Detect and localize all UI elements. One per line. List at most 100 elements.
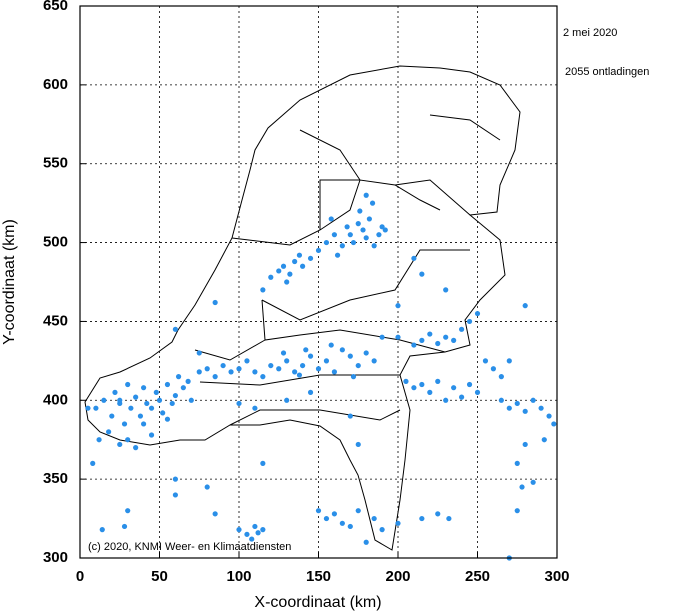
discharge-point (276, 366, 282, 372)
discharge-point (196, 350, 202, 356)
discharge-point (490, 366, 496, 372)
discharge-point (249, 536, 255, 542)
discharge-point (347, 353, 353, 359)
discharge-point (427, 331, 433, 337)
discharge-point (172, 326, 178, 332)
discharge-point (284, 358, 290, 364)
discharge-point (506, 358, 512, 364)
discharge-point (292, 258, 298, 265)
discharge-point (307, 389, 314, 395)
x-tick-label: 200 (385, 568, 410, 585)
discharge-point (292, 369, 298, 375)
discharge-point (347, 523, 353, 530)
y-tick-label: 400 (43, 391, 68, 408)
discharge-point (90, 460, 96, 466)
y-tick-label: 600 (43, 76, 68, 93)
discharge-point (357, 208, 363, 214)
discharge-point (551, 421, 557, 427)
discharge-point (212, 511, 218, 517)
discharge-point (133, 394, 139, 400)
discharge-point (379, 224, 385, 230)
discharge-point (220, 362, 226, 369)
discharge-point (522, 408, 528, 414)
discharge-point (141, 421, 147, 427)
discharge-point (363, 192, 369, 198)
points (85, 192, 557, 561)
discharge-point (260, 287, 266, 293)
discharge-point (363, 350, 369, 356)
discharge-point (180, 385, 186, 391)
discharge-point (260, 527, 266, 533)
discharge-point (244, 531, 250, 537)
discharge-point (339, 347, 345, 353)
discharge-point (121, 523, 128, 530)
discharge-point (303, 347, 309, 353)
discharge-point (395, 334, 401, 340)
x-tick-label: 250 (465, 568, 490, 585)
x-tick-label: 150 (306, 568, 331, 585)
discharge-point (323, 515, 330, 522)
discharge-point (172, 476, 178, 482)
discharge-point (315, 508, 322, 514)
discharge-point (85, 405, 91, 411)
discharge-point (280, 263, 287, 269)
discharge-point (530, 479, 536, 485)
y-tick-label: 450 (43, 312, 68, 329)
discharge-point (466, 318, 473, 325)
discharge-point (109, 413, 115, 419)
discharge-point (101, 397, 107, 403)
discharge-point (236, 527, 242, 533)
discharge-point (482, 358, 489, 364)
discharge-point (419, 337, 425, 343)
discharge-point (360, 227, 366, 233)
discharge-point (287, 271, 293, 277)
discharge-point (419, 271, 425, 277)
y-axis-label: Y-coordinaat (km) (1, 219, 18, 345)
discharge-point (196, 369, 202, 375)
discharge-point (371, 243, 377, 249)
discharge-point (315, 247, 322, 254)
discharge-point (328, 342, 334, 348)
y-tick-label: 550 (43, 155, 68, 172)
discharge-point (498, 374, 504, 380)
discharge-point (435, 378, 441, 384)
discharge-point (522, 441, 528, 448)
discharge-point (443, 334, 449, 340)
discharge-point (323, 239, 330, 246)
discharge-point (506, 405, 512, 411)
x-axis-label: X-coordinaat (km) (254, 594, 381, 611)
discharge-point (244, 358, 250, 364)
discharge-point (347, 413, 353, 419)
discharge-point (228, 369, 234, 375)
discharge-point (268, 274, 274, 280)
discharge-point (371, 358, 377, 364)
country-outline (84, 65, 521, 551)
x-tick-label: 0 (76, 568, 84, 585)
discharge-point (133, 445, 139, 451)
discharge-point (514, 460, 520, 466)
discharge-point (185, 378, 191, 384)
credit: (c) 2020, KNMI Weer- en Klimaatdiensten (88, 541, 291, 553)
discharge-point (188, 397, 194, 403)
discharge-point (164, 416, 171, 422)
discharge-point (435, 340, 441, 347)
discharge-point (153, 389, 159, 395)
discharge-point (296, 252, 303, 258)
discharge-point (350, 239, 357, 246)
discharge-point (435, 511, 441, 517)
discharge-point (411, 255, 417, 261)
discharge-point (355, 508, 361, 514)
discharge-point (212, 374, 218, 380)
discharge-point (443, 287, 449, 293)
discharge-point (474, 310, 481, 317)
discharge-point (125, 381, 131, 388)
discharge-point (419, 515, 425, 522)
discharge-point (395, 303, 401, 309)
discharge-point (112, 389, 118, 395)
discharge-point (96, 437, 102, 443)
discharge-point (514, 508, 520, 514)
discharge-point (403, 378, 409, 384)
discharge-point (379, 527, 385, 533)
